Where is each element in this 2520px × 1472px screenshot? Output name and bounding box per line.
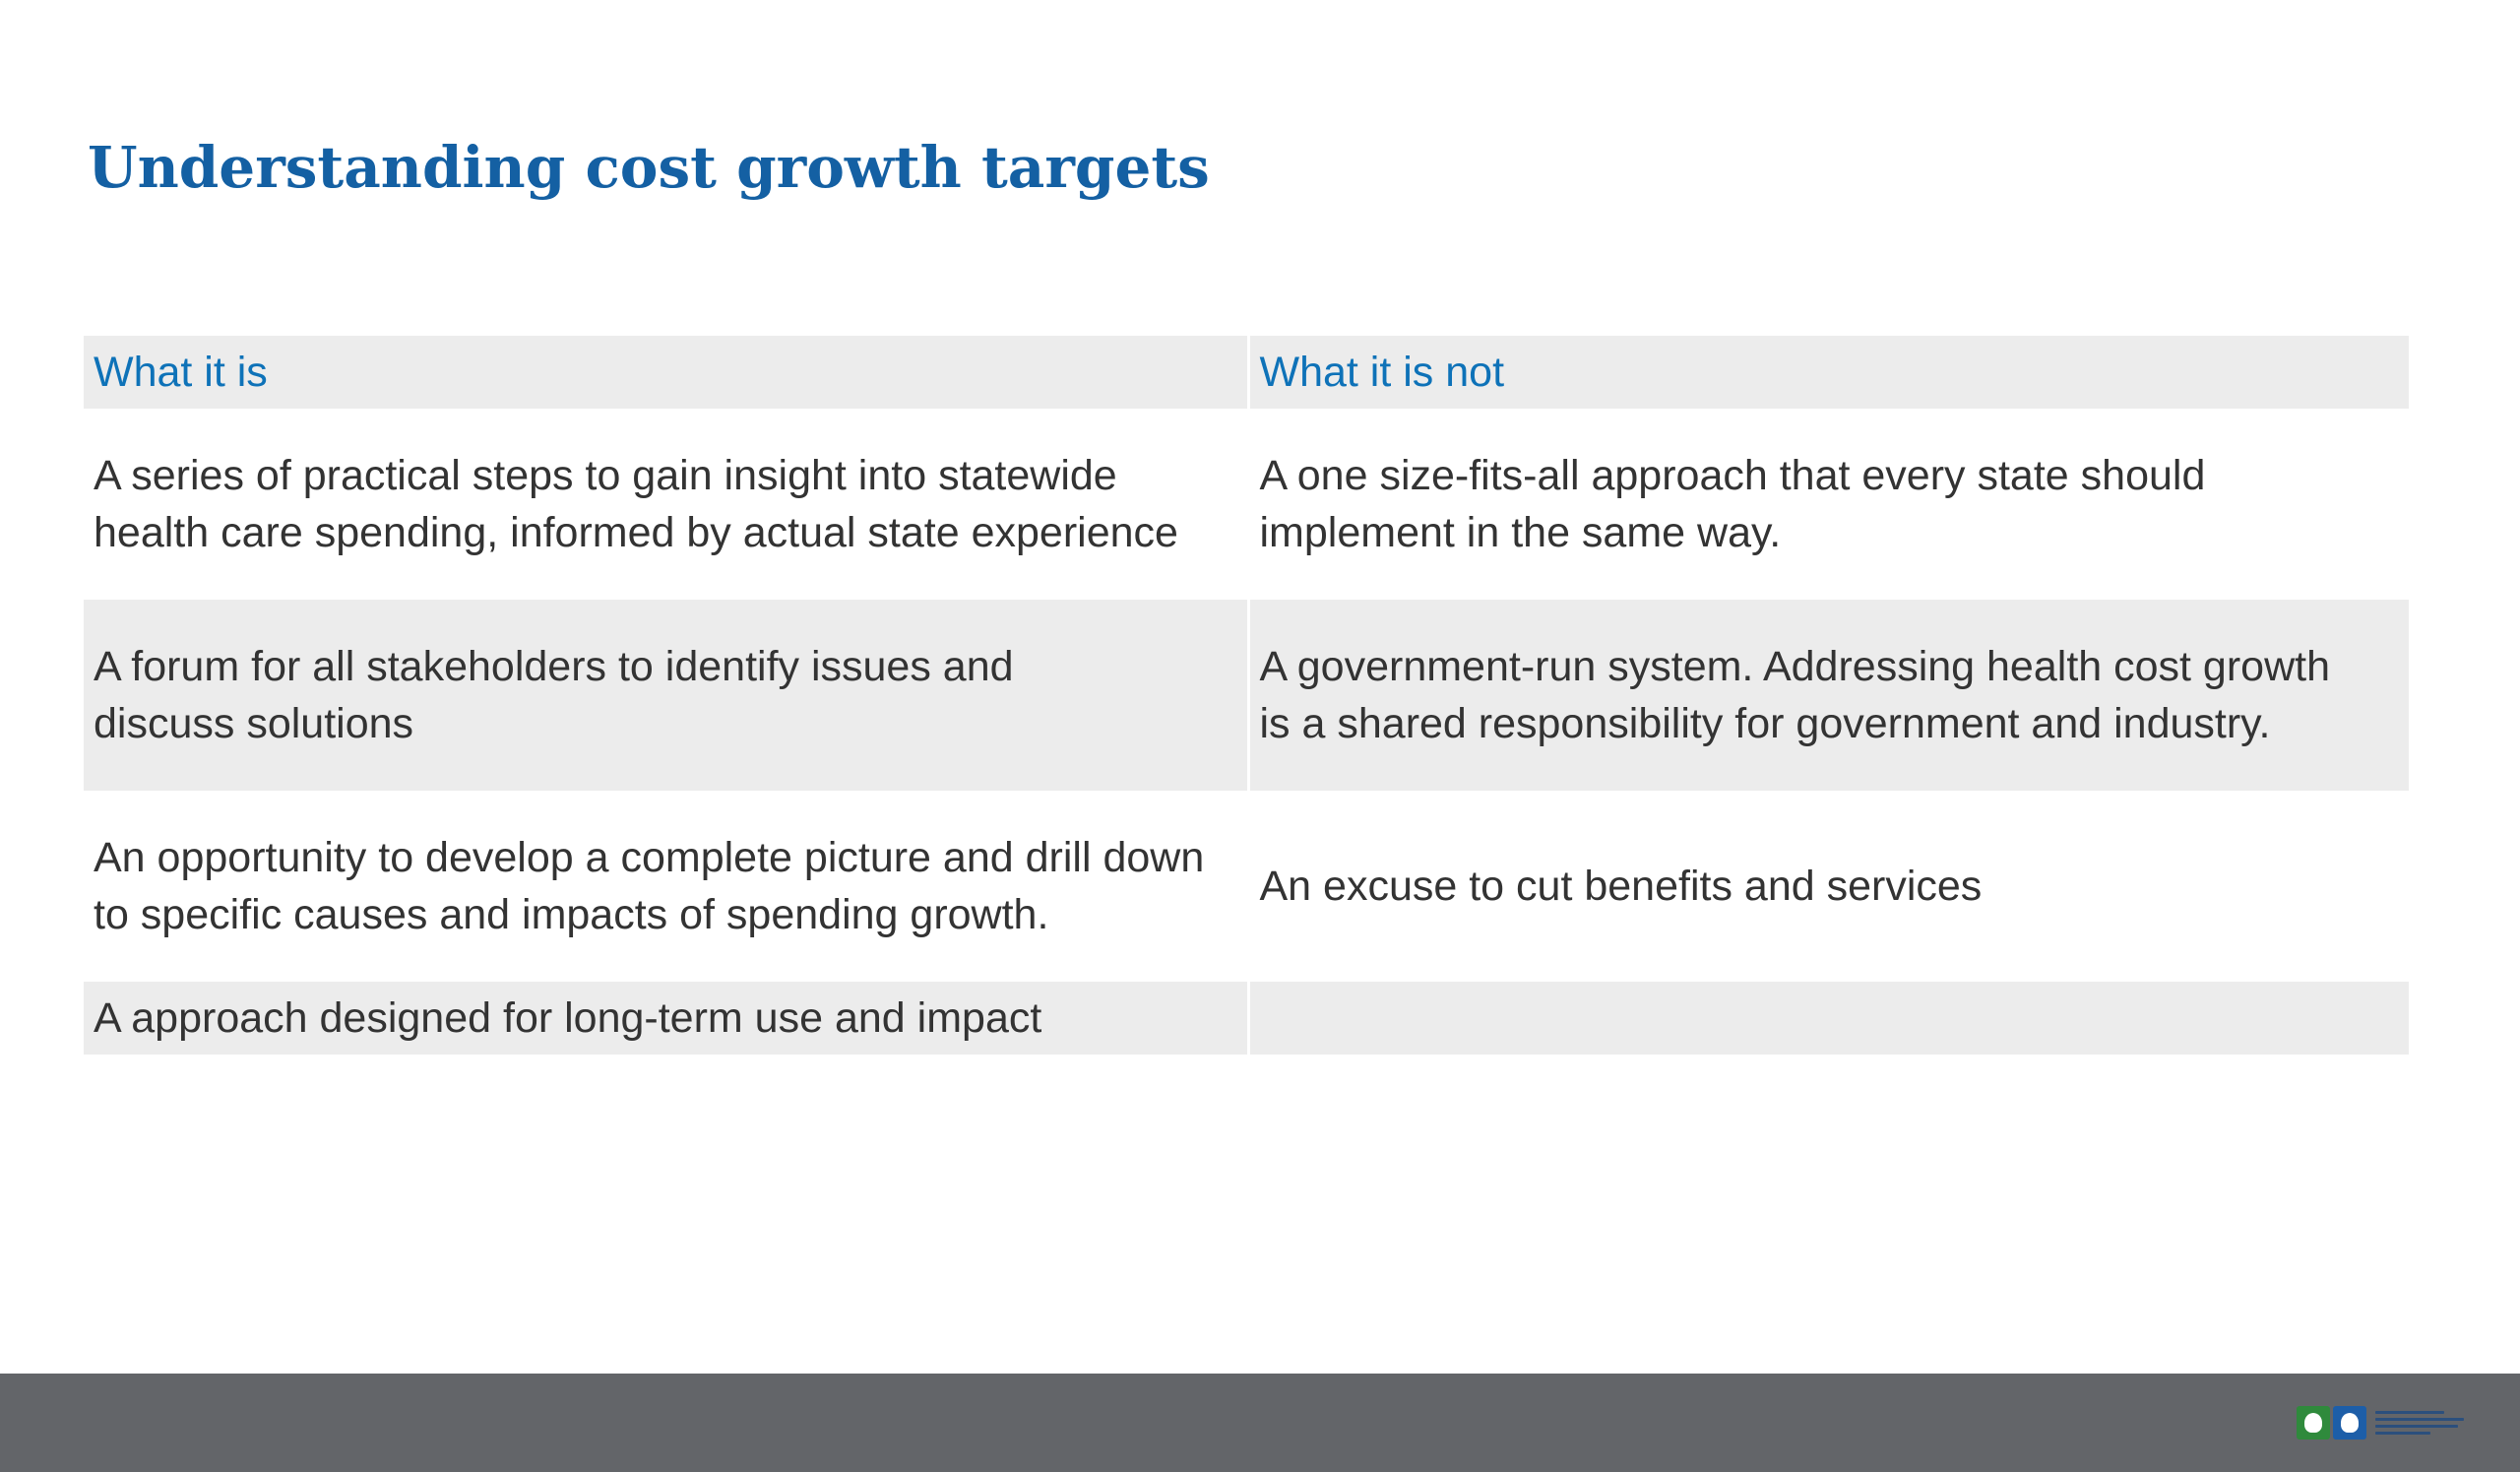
cell-text: A one size-fits-all approach that every … <box>1259 452 2206 556</box>
table-row: A series of practical steps to gain insi… <box>84 409 2409 600</box>
what-it-is-cell: A approach designed for long-term use an… <box>84 982 1250 1055</box>
table-row: A forum for all stakeholders to identify… <box>84 600 2409 791</box>
cell-text: A approach designed for long-term use an… <box>94 994 1042 1042</box>
slide-title: Understanding cost growth targets <box>88 134 1210 201</box>
what-it-is-cell: An opportunity to develop a complete pic… <box>84 791 1250 982</box>
what-it-is-cell: A forum for all stakeholders to identify… <box>84 600 1250 791</box>
organization-logo <box>2297 1403 2464 1442</box>
organization-logo-green-icon <box>2297 1406 2330 1440</box>
header-what-it-is-not: What it is not <box>1248 336 2409 409</box>
what-it-is-not-cell: A government-run system. Addressing heal… <box>1248 600 2409 791</box>
what-it-is-not-cell: An excuse to cut benefits and services <box>1248 791 2409 982</box>
header-what-it-is: What it is <box>84 336 1250 409</box>
what-it-is-cell: A series of practical steps to gain insi… <box>84 409 1250 600</box>
table-header-row: What it is What it is not <box>84 336 2409 409</box>
what-it-is-not-cell <box>1248 982 2409 1055</box>
comparison-table: What it is What it is not A series of pr… <box>84 336 2409 1055</box>
cell-text: An opportunity to develop a complete pic… <box>94 834 1205 938</box>
organization-logo-blue-icon <box>2333 1406 2366 1440</box>
cell-text: An excuse to cut benefits and services <box>1259 863 1983 910</box>
footer-bar <box>0 1374 2520 1472</box>
what-it-is-not-cell: A one size-fits-all approach that every … <box>1248 409 2409 600</box>
cell-text: A government-run system. Addressing heal… <box>1259 643 2331 747</box>
logo-wordmark <box>2375 1409 2464 1437</box>
table-row: An opportunity to develop a complete pic… <box>84 791 2409 982</box>
cell-text: A series of practical steps to gain insi… <box>94 452 1178 556</box>
cell-text: A forum for all stakeholders to identify… <box>94 643 1014 747</box>
table-row: A approach designed for long-term use an… <box>84 982 2409 1055</box>
